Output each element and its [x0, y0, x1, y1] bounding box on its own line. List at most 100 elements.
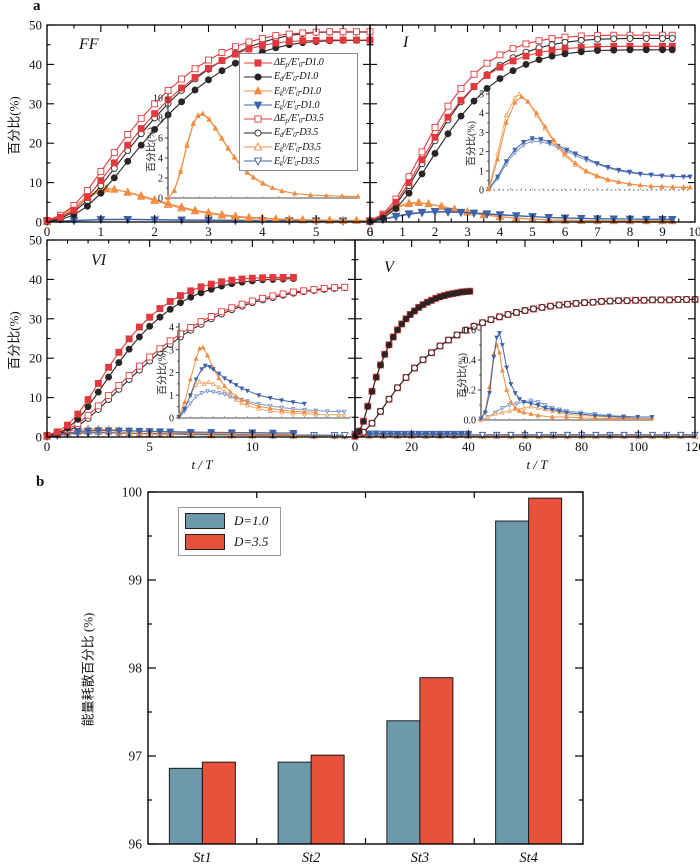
- svg-text:40: 40: [29, 272, 42, 287]
- vi-x-axis-label: t / T: [191, 457, 213, 472]
- svg-text:40: 40: [462, 439, 475, 454]
- svg-text:0.6: 0.6: [464, 326, 477, 337]
- svg-text:2: 2: [158, 174, 163, 185]
- svg-text:100: 100: [122, 485, 143, 500]
- series: [176, 378, 347, 419]
- ff-y-axis-label: 百分比(%): [6, 96, 22, 155]
- panel-a-label: a: [33, 0, 41, 14]
- vi_inset-chart: 0 1 2 3 4: [169, 323, 351, 425]
- svg-text:4: 4: [169, 323, 174, 334]
- legend-label: Ed/E'0-D3.5: [274, 127, 318, 139]
- svg-text:120: 120: [685, 439, 700, 454]
- series: [366, 34, 676, 225]
- v-x-axis-label: t / T: [526, 457, 548, 472]
- bar-St2-D=1.0: [277, 761, 312, 845]
- legend-label: Ekp/E'0-D1.0: [274, 84, 321, 98]
- svg-text:10: 10: [29, 390, 42, 405]
- svg-text:4: 4: [479, 109, 484, 120]
- legend-item: Ed/E'0-D1.0: [243, 71, 355, 83]
- legend-swatch: [185, 513, 225, 530]
- series: [478, 331, 655, 422]
- svg-text:1: 1: [399, 224, 406, 239]
- legend-swatch: [185, 533, 225, 550]
- svg-text:98: 98: [129, 661, 143, 676]
- svg-text:60: 60: [519, 439, 532, 454]
- svg-text:0: 0: [44, 224, 51, 239]
- svg-text:0: 0: [36, 430, 43, 445]
- legend-item: Ekf/E'0-D1.0: [243, 98, 355, 112]
- svg-text:99: 99: [129, 573, 143, 588]
- legend-item: D=1.0: [185, 513, 274, 530]
- bar-St1-D=3.5: [201, 761, 236, 845]
- i_inset-chart: 0 1 2 3 4 5: [479, 90, 693, 197]
- svg-text:4: 4: [259, 224, 266, 239]
- svg-text:80: 80: [575, 439, 588, 454]
- legend-marker-icon: [244, 129, 272, 137]
- svg-text:8: 8: [627, 224, 634, 239]
- legend-label: ΔEp/E'0-D3.5: [274, 113, 324, 125]
- svg-text:10: 10: [153, 94, 163, 105]
- svg-text:5: 5: [479, 90, 484, 101]
- svg-text:9: 9: [659, 224, 666, 239]
- bar-St2-D=3.5: [310, 754, 345, 845]
- svg-text:20: 20: [29, 351, 42, 366]
- v_inset-chart: 0.0 0.2 0.4 0.6: [464, 326, 655, 427]
- legend-label: Ekf/E'0-D1.0: [274, 98, 320, 112]
- svg-text:St3: St3: [411, 850, 430, 865]
- series: [351, 288, 473, 440]
- svg-text:1: 1: [169, 391, 174, 402]
- svg-text:6: 6: [367, 224, 374, 239]
- svg-text:0.4: 0.4: [464, 356, 477, 367]
- legend-item: D=3.5: [185, 533, 274, 550]
- svg-text:3: 3: [464, 224, 471, 239]
- vi-inset-y-axis-label: 百分比(%): [157, 350, 169, 395]
- series: [43, 273, 297, 439]
- bar-chart-legend: D=1.0 D=3.5: [178, 507, 281, 556]
- series: [43, 28, 374, 224]
- svg-text:0: 0: [367, 224, 374, 239]
- svg-text:8: 8: [158, 114, 163, 125]
- svg-text:0.0: 0.0: [464, 416, 477, 427]
- ff_inset-chart: 0 2 4 6 8 10: [153, 94, 361, 205]
- i-inset-y-axis-label: 百分比(%): [466, 121, 478, 166]
- svg-text:7: 7: [594, 224, 601, 239]
- legend-label: ΔEp/E'0-D1.0: [274, 57, 324, 69]
- svg-text:4: 4: [158, 154, 163, 165]
- legend-label: Ekp/E'0-D3.5: [274, 140, 321, 154]
- svg-text:3: 3: [479, 128, 484, 139]
- panel-a-legend: ΔEp/E'0-D1.0 Ed/E'0-D1.0 Ekp/E'0-D1.0 Ekf/E…: [239, 53, 358, 171]
- svg-text:1: 1: [98, 224, 105, 239]
- bar-chart: St1 St2 St3 St4 96 97 98 99 100: [122, 485, 584, 865]
- chart-title-v: V: [384, 259, 394, 276]
- series: [176, 389, 347, 421]
- legend-marker-icon: [244, 101, 272, 110]
- series: [486, 93, 693, 192]
- series: [366, 46, 676, 226]
- svg-text:30: 30: [29, 311, 42, 326]
- series: [43, 36, 374, 225]
- svg-text:0: 0: [479, 186, 484, 197]
- svg-text:40: 40: [29, 57, 42, 72]
- svg-text:5: 5: [529, 224, 536, 239]
- legend-item: Ekf/E'0-D3.5: [243, 154, 355, 168]
- svg-text:50: 50: [29, 233, 42, 248]
- svg-text:1: 1: [479, 166, 484, 177]
- legend-label: D=3.5: [234, 533, 269, 549]
- svg-text:50: 50: [29, 18, 42, 33]
- legend-item: ΔEp/E'0-D3.5: [243, 113, 355, 125]
- ff-inset-y-axis-label: 百分比(%): [146, 127, 158, 172]
- svg-text:96: 96: [129, 837, 143, 852]
- bar-St3-D=3.5: [419, 677, 454, 845]
- bar-St4-D=1.0: [495, 520, 530, 845]
- legend-label: Ekf/E'0-D3.5: [274, 154, 320, 168]
- legend-marker-icon: [244, 142, 272, 151]
- svg-text:5: 5: [146, 439, 153, 454]
- bar-St1-D=1.0: [168, 767, 203, 845]
- svg-text:10: 10: [689, 224, 700, 239]
- series: [366, 31, 676, 225]
- svg-text:97: 97: [129, 749, 143, 764]
- legend-marker-icon: [244, 59, 272, 67]
- series: [478, 342, 655, 421]
